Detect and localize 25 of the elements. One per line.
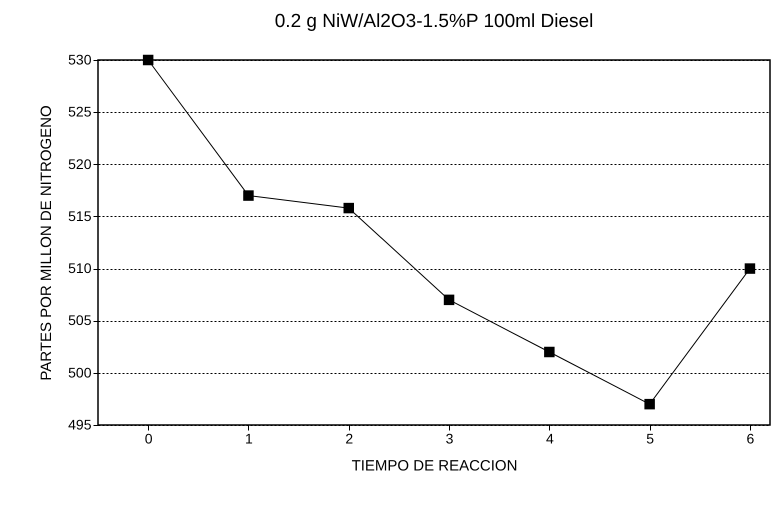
point <box>744 263 756 274</box>
x-axis-title: TIEMPO DE REACCION <box>352 458 518 474</box>
x-tick-label: 3 <box>446 430 454 446</box>
point <box>243 190 254 201</box>
y-tick-label: 525 <box>68 104 92 120</box>
x-tick-label: 4 <box>546 430 554 446</box>
y-tick-label: 530 <box>68 52 92 68</box>
x-tick-label: 1 <box>245 430 254 446</box>
y-axis-title: PARTES POR MILLON DE NITROGENO <box>38 105 56 381</box>
y-tick-label: 520 <box>68 156 92 172</box>
x-tick-label: 0 <box>144 430 153 446</box>
point <box>644 398 655 410</box>
x-tick-label: 5 <box>646 430 654 446</box>
y-tick-label: 510 <box>68 260 92 276</box>
y-tick-label: 495 <box>68 416 92 432</box>
point <box>344 202 354 214</box>
x-tick-label: 2 <box>345 430 354 446</box>
x-tick-label: 6 <box>746 430 755 446</box>
y-tick-label: 515 <box>68 208 92 224</box>
point <box>444 294 454 306</box>
y-tick-label: 500 <box>68 364 92 380</box>
point <box>544 346 555 358</box>
point <box>142 54 154 66</box>
chart-title: 0.2 g NiW/Al2O3-1.5%P 100ml Diesel <box>274 11 594 32</box>
y-tick-label: 505 <box>68 312 92 328</box>
